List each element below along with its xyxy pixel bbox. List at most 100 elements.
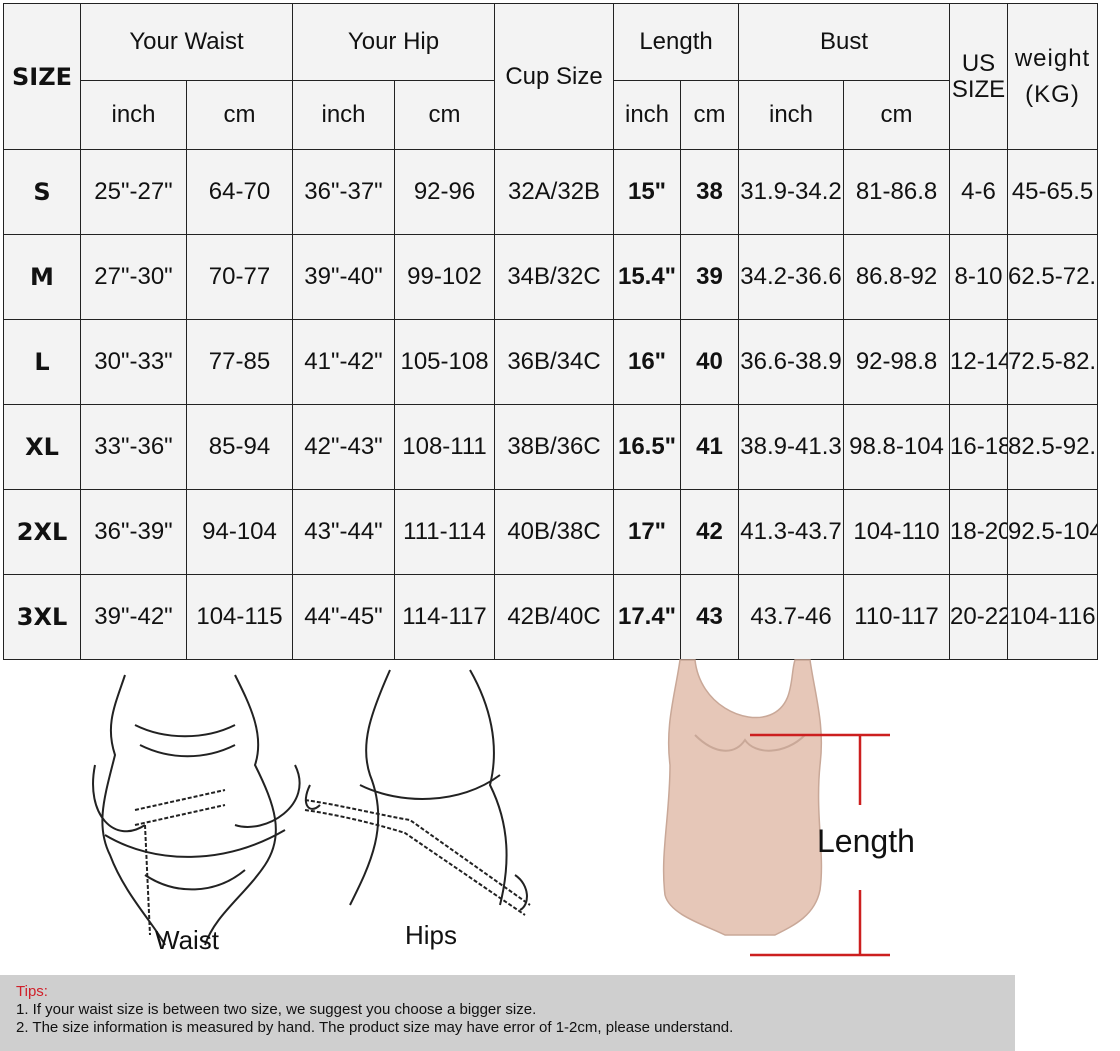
cell-waist-in: 25"-27" [80,149,187,235]
header-cup: Cup Size [494,3,615,150]
waist-measure-illustration [92,674,301,946]
cell-hip-in: 43"-44" [292,489,395,575]
cell-hip-in: 36"-37" [292,149,395,235]
tip-item: 1. If your waist size is between two siz… [16,1001,537,1018]
header-hip: Your Hip [291,3,496,81]
cell-weight: 104-116 [1007,574,1099,660]
cell-waist-cm: 104-115 [186,574,293,660]
cell-len-cm: 43 [680,574,740,660]
cell-us: 4-6 [949,149,1009,235]
cell-size: XL [3,404,81,490]
cell-waist-cm: 70-77 [186,234,293,320]
header-length-cm: cm [680,80,740,150]
cell-us: 8-10 [949,234,1009,320]
cell-len-in: 17" [613,489,682,575]
cell-cup: 32A/32B [494,149,615,235]
cell-cup: 40B/38C [494,489,615,575]
tip-item: 2. The size information is measured by h… [16,1019,734,1036]
table-row: 2XL 36"-39" 94-104 43"-44" 111-114 40B/38C 17"… [3,489,1099,575]
cell-waist-in: 36"-39" [80,489,187,575]
cell-hip-cm: 111-114 [393,489,496,575]
hips-caption: Hips [405,920,458,950]
cell-len-in: 15" [613,149,682,235]
cell-hip-cm: 114-117 [393,574,496,660]
cell-waist-cm: 85-94 [186,404,293,490]
hips-measure-illustration [304,669,531,916]
cell-weight: 45-65.5 [1007,149,1099,235]
cell-len-in: 17.4" [613,574,682,660]
header-bust-inch: inch [738,80,845,150]
cell-waist-cm: 94-104 [186,489,293,575]
cell-weight: 82.5-92.5 [1007,404,1099,490]
cell-hip-in: 42"-43" [292,404,395,490]
cell-bust-in: 36.6-38.9 [738,319,845,405]
cell-bust-in: 31.9-34.2 [738,149,845,235]
header-waist: Your Waist [80,3,293,81]
header-waist-cm: cm [186,80,293,150]
cell-bust-cm: 81-86.8 [843,149,951,235]
table-row: L 30"-33" 77-85 41"-42" 105-108 36B/34C 16" 40 3… [3,319,1099,405]
cell-bust-in: 34.2-36.6 [738,234,845,320]
cell-hip-in: 41"-42" [292,319,395,405]
cell-bust-in: 38.9-41.3 [738,404,845,490]
cell-waist-cm: 77-85 [186,319,293,405]
cell-size: 3XL [3,574,81,660]
header-size: SIZE [3,3,81,150]
cell-us: 16-18 [949,404,1009,490]
waist-caption: Waist [155,925,220,955]
header-hip-cm: cm [393,80,496,150]
cell-hip-cm: 108-111 [393,404,496,490]
length-caption: Length [817,823,915,859]
cell-len-in: 15.4" [613,234,682,320]
cell-cup: 42B/40C [494,574,615,660]
cell-size: L [3,319,81,405]
cell-us: 12-14 [949,319,1009,405]
cell-waist-in: 33"-36" [80,404,187,490]
cell-hip-in: 39"-40" [292,234,395,320]
cell-bust-in: 41.3-43.7 [738,489,845,575]
cell-hip-cm: 105-108 [393,319,496,405]
cell-us: 18-20 [949,489,1009,575]
header-row-2: inch cm inch cm inch cm inch cm [4,80,1098,150]
cell-bust-cm: 98.8-104 [843,404,951,490]
table-row: M 27"-30" 70-77 39"-40" 99-102 34B/32C 15.4" 39… [3,234,1099,320]
header-bust: Bust [738,3,951,81]
cell-len-cm: 41 [680,404,740,490]
cell-cup: 34B/32C [494,234,615,320]
cell-waist-cm: 64-70 [186,149,293,235]
table-row: S 25"-27" 64-70 36"-37" 92-96 32A/32B 15" 38 31.… [3,149,1099,235]
header-hip-inch: inch [292,80,395,150]
cell-us: 20-22 [949,574,1009,660]
cell-cup: 38B/36C [494,404,615,490]
bodysuit-length-illustration [662,659,890,957]
size-chart-table: SIZE Your Waist Your Hip Cup Size Length… [3,3,1099,660]
cell-bust-cm: 104-110 [843,489,951,575]
cell-size: S [3,149,81,235]
header-row-1: SIZE Your Waist Your Hip Cup Size Length… [3,3,1099,150]
cell-len-cm: 40 [680,319,740,405]
cell-size: 2XL [3,489,81,575]
cell-weight: 62.5-72.5 [1007,234,1099,320]
header-length: Length [613,3,740,81]
cell-len-in: 16.5" [613,404,682,490]
cell-weight: 92.5-104 [1007,489,1099,575]
tips-title: Tips: [16,983,48,1000]
cell-bust-in: 43.7-46 [738,574,845,660]
header-bust-cm: cm [843,80,951,150]
cell-bust-cm: 92-98.8 [843,319,951,405]
cell-waist-in: 39"-42" [80,574,187,660]
header-us-size: US SIZE [949,3,1009,150]
cell-weight: 72.5-82.5 [1007,319,1099,405]
header-weight: weight (KG) [1007,3,1099,150]
cell-cup: 36B/34C [494,319,615,405]
cell-bust-cm: 110-117 [843,574,951,660]
tips-panel: Tips: 1. If your waist size is between t… [0,975,1015,1051]
table-row: XL 33"-36" 85-94 42"-43" 108-111 38B/36C 16.5"… [3,404,1099,490]
header-waist-inch: inch [80,80,187,150]
cell-len-in: 16" [613,319,682,405]
cell-bust-cm: 86.8-92 [843,234,951,320]
header-length-inch: inch [613,80,682,150]
cell-hip-cm: 92-96 [393,149,496,235]
cell-waist-in: 30"-33" [80,319,187,405]
table-row: 3XL 39"-42" 104-115 44"-45" 114-117 42B/40C 17… [3,574,1099,660]
